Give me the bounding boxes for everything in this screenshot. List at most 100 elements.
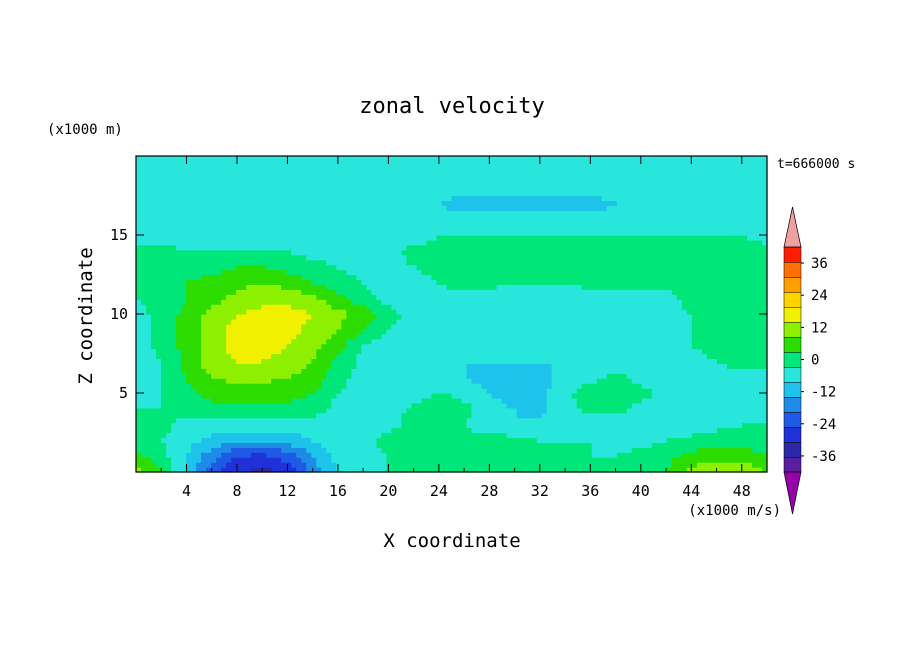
contour-cell xyxy=(266,274,272,281)
contour-cell xyxy=(441,289,448,295)
contour-cell xyxy=(686,304,693,310)
contour-cell xyxy=(291,383,297,389)
contour-cell xyxy=(581,383,588,389)
contour-cell xyxy=(761,284,768,290)
contour-cell xyxy=(546,447,553,453)
contour-cell xyxy=(536,318,543,325)
contour-cell xyxy=(401,407,408,414)
contour-cell xyxy=(376,299,382,305)
contour-cell xyxy=(666,452,673,458)
contour-cell xyxy=(156,378,162,384)
contour-cell xyxy=(326,432,332,439)
contour-cell xyxy=(136,378,142,384)
contour-cell xyxy=(686,378,693,384)
contour-cell xyxy=(666,432,673,439)
contour-cell xyxy=(761,462,768,468)
contour-cell xyxy=(136,274,142,281)
contour-cell xyxy=(551,373,558,379)
contour-cell xyxy=(186,358,192,364)
contour-cell xyxy=(421,462,428,468)
contour-cell xyxy=(716,432,723,439)
contour-cell xyxy=(631,437,638,443)
contour-cell xyxy=(156,304,162,310)
contour-cell xyxy=(571,397,578,404)
contour-cell xyxy=(686,427,693,434)
contour-cell xyxy=(371,383,377,389)
contour-cell xyxy=(601,373,608,379)
contour-cell xyxy=(641,363,648,369)
contour-cell xyxy=(636,442,643,448)
contour-cell xyxy=(201,358,207,364)
contour-cell xyxy=(231,304,237,310)
contour-cell xyxy=(726,368,733,374)
contour-cell xyxy=(466,462,473,468)
contour-cell xyxy=(446,437,453,443)
contour-cell xyxy=(431,388,438,394)
contour-cell xyxy=(751,348,758,355)
contour-cell xyxy=(686,309,693,315)
contour-cell xyxy=(621,318,628,325)
contour-cell xyxy=(181,368,187,374)
contour-cell xyxy=(186,274,192,281)
contour-cell xyxy=(701,437,708,443)
contour-cell xyxy=(706,407,713,414)
contour-cell xyxy=(586,452,593,458)
contour-cell xyxy=(146,452,152,458)
contour-cell xyxy=(491,417,498,424)
contour-cell xyxy=(571,412,578,419)
contour-cell xyxy=(231,289,237,295)
contour-cell xyxy=(551,467,558,473)
contour-cell xyxy=(451,343,458,350)
contour-cell xyxy=(681,338,688,345)
contour-cell xyxy=(161,393,167,399)
contour-cell xyxy=(591,368,598,374)
contour-cell xyxy=(141,467,147,473)
contour-cell xyxy=(426,318,433,325)
contour-cell xyxy=(306,427,312,434)
contour-cell xyxy=(416,432,423,439)
contour-cell xyxy=(516,348,523,355)
contour-cell xyxy=(136,432,142,439)
contour-cell xyxy=(371,442,377,448)
contour-cell xyxy=(251,467,257,473)
contour-cell xyxy=(271,427,277,434)
contour-cell xyxy=(511,437,518,443)
contour-cell xyxy=(191,467,197,473)
contour-cell xyxy=(146,422,152,429)
contour-cell xyxy=(206,373,212,379)
contour-cell xyxy=(451,427,458,434)
contour-cell xyxy=(671,462,678,468)
contour-cell xyxy=(686,422,693,429)
contour-cell xyxy=(301,373,307,379)
contour-cell xyxy=(616,358,623,364)
contour-cell xyxy=(516,427,523,434)
contour-cell xyxy=(761,363,768,369)
contour-cell xyxy=(606,333,613,340)
contour-cell xyxy=(201,383,207,389)
contour-cell xyxy=(531,309,538,315)
contour-cell xyxy=(356,402,362,409)
contour-cell xyxy=(611,412,618,419)
contour-cell xyxy=(186,442,192,448)
contour-cell xyxy=(636,289,643,295)
contour-cell xyxy=(651,412,658,419)
contour-cell xyxy=(401,299,408,305)
contour-cell xyxy=(341,304,347,310)
contour-cell xyxy=(561,462,568,468)
contour-cell xyxy=(231,358,237,364)
contour-cell xyxy=(711,447,718,453)
contour-cell xyxy=(151,432,157,439)
contour-cell xyxy=(406,328,413,335)
contour-cell xyxy=(616,304,623,310)
contour-cell xyxy=(486,388,493,394)
contour-cell xyxy=(671,383,678,389)
contour-cell xyxy=(226,422,232,429)
contour-cell xyxy=(301,407,307,414)
contour-cell xyxy=(631,388,638,394)
contour-cell xyxy=(391,323,398,330)
contour-cell xyxy=(626,294,633,300)
contour-cell xyxy=(336,457,342,463)
contour-cell xyxy=(616,417,623,424)
contour-cell xyxy=(186,402,192,409)
contour-cell xyxy=(151,388,157,394)
